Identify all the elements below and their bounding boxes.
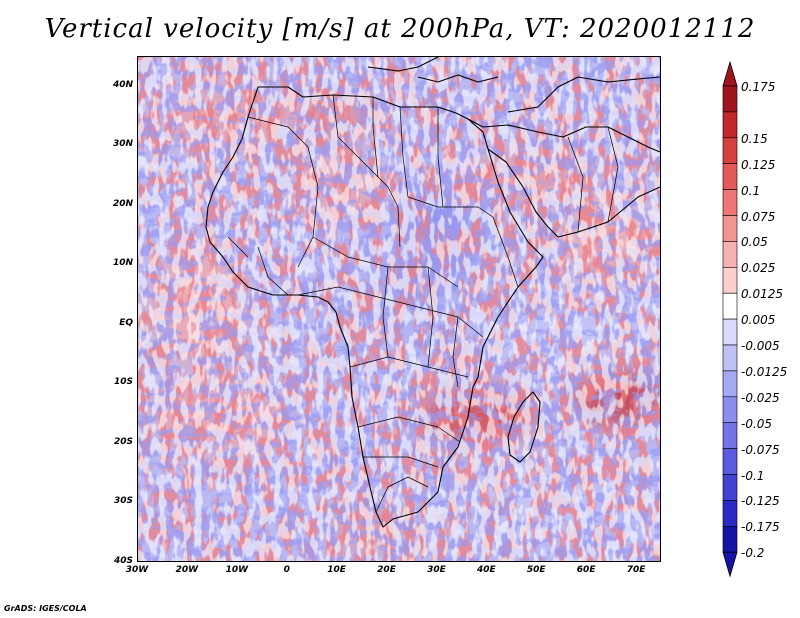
- colorbar-tick-label: 0.0125: [741, 287, 783, 302]
- colorbar-tick-label: -0.125: [741, 494, 780, 509]
- lon-label: 0: [283, 565, 290, 575]
- colorbar-tick-label: 0.025: [741, 261, 776, 276]
- lat-label: 30N: [112, 139, 133, 150]
- colorbar-tick-label: -0.075: [741, 442, 780, 457]
- colorbar-swatch: [722, 215, 738, 242]
- colorbar-swatch: [722, 448, 738, 475]
- country-borders: [227, 94, 619, 513]
- lon-label: 20W: [175, 565, 199, 575]
- colorbar-swatch: [722, 292, 738, 320]
- colorbar-swatch: [722, 111, 738, 139]
- lat-label: 10N: [112, 258, 133, 269]
- colorbar-tick-label: -0.0125: [741, 364, 788, 379]
- colorbar-max-arrow: [722, 60, 738, 87]
- lat-label: 40S: [113, 556, 133, 566]
- colorbar-swatch: [722, 266, 738, 294]
- lon-label: 30E: [427, 565, 446, 575]
- colorbar-swatch: [722, 525, 738, 553]
- lat-label: 10S: [113, 377, 133, 388]
- colorbar-tick-label: -0.005: [741, 339, 780, 353]
- colorbar-swatch: [722, 422, 738, 449]
- map-title: Vertical velocity [m/s] at 200hPa, VT: 2…: [44, 14, 756, 44]
- vertical-velocity-field: [138, 57, 660, 561]
- colorbar-tick-label: 0.125: [741, 157, 776, 172]
- lon-label: 10E: [327, 565, 346, 575]
- lon-label: 10W: [225, 565, 249, 575]
- grads-credit: GrADS: IGES/COLA: [4, 604, 87, 613]
- colorbar-tick-label: -0.2: [741, 546, 765, 561]
- lat-label: 40N: [112, 79, 133, 90]
- colorbar-tick-label: -0.175: [741, 520, 780, 535]
- lon-label: 70E: [626, 565, 646, 575]
- lat-label: 20S: [113, 436, 133, 447]
- lat-label: 30S: [113, 496, 133, 507]
- lon-label: 20E: [377, 565, 396, 575]
- colorbar-swatch: [722, 396, 738, 423]
- colorbar-swatch: [722, 85, 738, 113]
- colorbar-tick-label: -0.025: [741, 390, 780, 405]
- lon-label: 60E: [576, 565, 596, 575]
- colorbar-tick-label: 0.005: [741, 313, 776, 328]
- lat-label: 20N: [112, 198, 133, 209]
- colorbar-swatch: [722, 241, 738, 268]
- lat-label: EQ: [119, 317, 133, 328]
- colorbar-swatch: [722, 163, 738, 190]
- coastline: [205, 57, 660, 528]
- colorbar-swatch: [722, 318, 738, 346]
- lon-label: 30W: [125, 565, 149, 575]
- colorbar-tick-label: 0.15: [741, 131, 768, 146]
- colorbar-tick-label: -0.05: [741, 416, 773, 431]
- lon-label: 40E: [476, 565, 496, 575]
- colorbar-swatch: [722, 370, 738, 398]
- colorbar-swatch: [722, 344, 738, 372]
- colorbar-swatch: [722, 500, 738, 527]
- colorbar-tick-label: 0.05: [741, 235, 768, 250]
- colorbar-swatch: [722, 474, 738, 501]
- lon-label: 50E: [526, 565, 546, 575]
- colorbar-swatch: [722, 137, 738, 165]
- colorbar-tick-label: -0.1: [741, 468, 765, 483]
- colorbar-tick-label: 0.075: [741, 209, 776, 224]
- colorbar-tick-label: 0.175: [741, 80, 776, 94]
- colorbar-swatch: [722, 189, 738, 216]
- colorbar-tick-label: 0.1: [741, 183, 761, 198]
- map-panel: [137, 56, 661, 562]
- colorbar-min-arrow: [722, 551, 738, 578]
